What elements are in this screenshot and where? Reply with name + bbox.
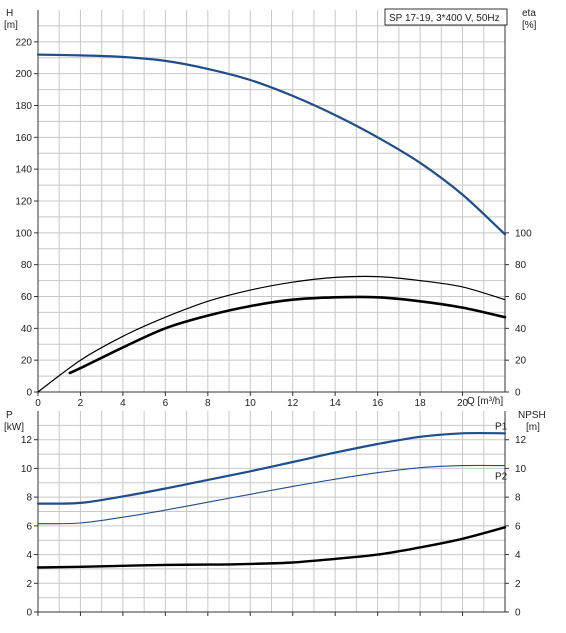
x-axis-label: Q [m³/h] [467,396,503,407]
upper-left-tick-label: 140 [15,165,32,176]
upper-series-curve-2 [37,275,506,393]
upper-series [36,53,507,393]
lower-left-tick-label: 12 [21,435,33,446]
lower-series-label-p2: P2 [495,472,508,483]
lower-right-tick-label: 12 [515,435,527,446]
upper-x-tick-label: 0 [35,398,41,409]
chart-title-box [384,8,508,26]
upper-left-tick-label: 20 [21,356,33,367]
lower-left-axis-label-line1: P [6,410,13,421]
upper-left-axis-label-line1: H [6,8,13,19]
head-efficiency-chart: H [m] eta [%] SP 17-19, 3*400 V, 50Hz Q … [4,8,537,409]
lower-left-tick-label: 4 [26,550,32,561]
upper-x-tick-label: 16 [372,398,384,409]
lower-right-axis-label-line2: [m] [526,422,540,433]
upper-right-axis-label-line1: eta [522,8,536,19]
upper-left-tick-label: 220 [15,37,32,48]
lower-right-tick-label: 4 [515,550,521,561]
lower-right-tick-label: 0 [515,608,521,619]
lower-right-tick-label: 10 [515,464,527,475]
upper-right-tick-label: 80 [515,260,527,271]
lower-right-tick-label: 8 [515,493,521,504]
upper-x-tick-label: 4 [120,398,126,409]
upper-x-tick-label: 20 [457,398,469,409]
lower-left-tick-label: 0 [26,608,32,619]
upper-grid [38,10,505,392]
upper-series-curve-3 [68,295,507,375]
upper-x-tick-label: 12 [287,398,299,409]
upper-x-tick-label: 18 [415,398,427,409]
lower-right-axis-label-line1: NPSH [518,410,546,421]
upper-axes [34,10,509,396]
upper-right-axis-label-line2: [%] [522,20,537,31]
lower-left-tick-label: 6 [26,521,32,532]
lower-right-tick-label: 6 [515,521,521,532]
upper-right-tick-label: 100 [515,228,532,239]
lower-left-axis-label-line2: [kW] [4,422,24,433]
upper-left-tick-label: 0 [26,388,32,399]
upper-left-tick-label: 120 [15,197,32,208]
lower-labels: P [kW] NPSH [m] 0 2 4 6 8 10 12 0 2 4 6 8 10 12 P1 P2 [4,410,546,619]
lower-grid [38,411,505,612]
upper-left-tick-label: 100 [15,228,32,239]
lower-left-tick-label: 8 [26,493,32,504]
lower-left-tick-label: 10 [21,464,33,475]
chart-title: SP 17-19, 3*400 V, 50Hz [389,13,500,24]
upper-left-axis-label-line2: [m] [4,20,18,31]
lower-series-curve-3 [36,526,507,569]
upper-right-tick-label: 20 [515,356,527,367]
upper-x-tick-label: 6 [163,398,169,409]
upper-left-tick-label: 180 [15,101,32,112]
upper-x-tick-label: 8 [205,398,211,409]
upper-labels: H [m] eta [%] SP 17-19, 3*400 V, 50Hz Q … [4,8,537,409]
lower-axes [34,411,509,616]
upper-left-tick-label: 200 [15,69,32,80]
upper-left-tick-label: 60 [21,292,33,303]
upper-right-tick-label: 40 [515,324,527,335]
upper-x-tick-label: 10 [245,398,257,409]
lower-series-p1 [36,431,507,505]
upper-right-tick-label: 60 [515,292,527,303]
lower-right-tick-label: 2 [515,579,521,590]
upper-right-tick-label: 0 [515,388,521,399]
upper-left-tick-label: 80 [21,260,33,271]
upper-series-curve-1 [36,53,507,236]
upper-x-tick-label: 2 [78,398,84,409]
lower-series [36,431,507,569]
upper-x-tick-label: 14 [330,398,342,409]
lower-left-tick-label: 2 [26,579,32,590]
upper-left-tick-label: 40 [21,324,33,335]
lower-series-p2 [37,464,506,525]
power-npsh-chart: P [kW] NPSH [m] 0 2 4 6 8 10 12 0 2 4 6 8 10 12 P1 P2 [4,410,546,619]
lower-series-label-p1: P1 [495,421,508,432]
upper-left-tick-label: 160 [15,133,32,144]
